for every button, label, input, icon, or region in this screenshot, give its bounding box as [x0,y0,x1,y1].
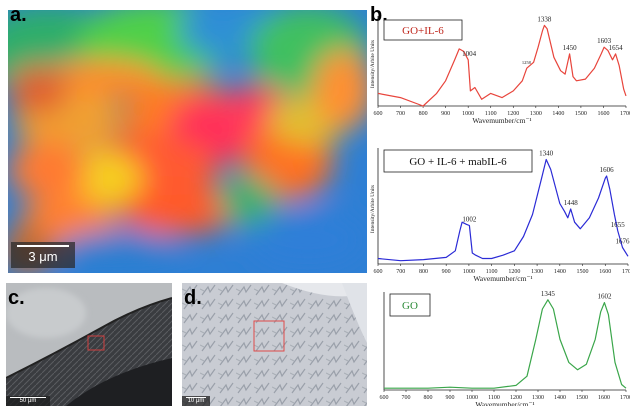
peak-label: 1654 [609,44,624,52]
optical-image-d [182,283,367,406]
x-tick-label: 1300 [532,395,544,401]
peak-label: 1338 [537,15,552,23]
chart-title-box [389,293,431,317]
x-tick-label: 600 [374,111,383,117]
x-tick-label: 1300 [530,111,542,117]
x-axis-label: Wavemumber/cm⁻¹ [473,274,532,282]
x-tick-label: 900 [446,395,455,401]
chart-title-box [383,19,463,41]
spectrum-go: 600 700 800 900 1000 1100 1200 1300 1400 1500 1600… [366,282,630,409]
optical-image-c-graphic [5,283,173,406]
panel-d-scalebar-line [186,397,206,398]
x-tick-label: 1600 [599,269,611,275]
x-tick-label: 800 [419,269,428,275]
x-tick-label: 1500 [576,395,588,401]
panel-c-scalebar: 50 μm [6,396,50,406]
peak-label: 1258 [522,60,532,65]
x-tick-label: 1100 [486,269,498,275]
panel-a-scalebar-line [17,245,69,247]
chart-title: GO [402,300,418,312]
panel-c-letter: c. [8,287,25,309]
peak-label: 1345 [541,290,556,298]
spectrum-go-il6-svg: 600 700 800 900 1000 1100 1200 1300 1400 1500 1600… [370,15,630,125]
x-tick-label: 1200 [508,269,520,275]
x-tick-label: 1100 [488,395,500,401]
x-tick-label: 1100 [485,111,497,117]
x-tick-label: 1700 [622,269,630,275]
spectrum-line [384,299,627,389]
spectrum-go-il6-mab: 600 700 800 900 1000 1100 1200 1300 1400 1500 1600… [366,140,630,283]
spectrum-go-svg: 600 700 800 900 1000 1100 1200 1300 1400 1500 1600… [380,290,630,409]
x-tick-label: 1500 [575,111,587,117]
peak-label: 1004 [462,50,477,58]
x-axis-label: Wavemumber/cm⁻¹ [472,116,531,125]
panel-a-letter: a. [10,4,27,26]
x-tick-label: 1400 [554,395,566,401]
x-tick-label: 800 [424,395,433,401]
panel-d-scalebar-label: 10 μm [187,398,205,404]
x-tick-label: 700 [396,269,405,275]
spectrum-go-il6: 600 700 800 900 1000 1100 1200 1300 1400 1500 1600… [366,0,630,140]
peak-label: 1340 [539,150,554,158]
raman-map-panel [8,10,367,273]
peak-label: 1602 [597,293,612,301]
x-tick-label: 1700 [620,395,630,401]
x-tick-label: 700 [396,111,405,117]
panel-d-letter: d. [184,287,202,309]
spectrum-go-il6-mab-svg: 600 700 800 900 1000 1100 1200 1300 1400 1500 1600… [370,148,630,283]
panel-d-scalebar: 10 μm [182,396,210,406]
panel-a-scalebar-label: 3 μm [28,249,58,264]
x-tick-label: 900 [441,111,450,117]
optical-image-d-graphic [182,283,367,406]
chart-title: GO + IL-6 + mabIL-6 [409,156,507,168]
peak-label: 1655 [611,221,626,229]
peak-label: 1002 [462,216,477,224]
x-tick-label: 1200 [510,395,522,401]
panel-b-letter: b. [370,4,388,26]
x-tick-label: 1600 [597,111,609,117]
x-tick-label: 1500 [577,269,589,275]
x-tick-label: 1300 [531,269,543,275]
peak-label: 1603 [597,37,612,45]
x-axis-label: Wavemumber/cm⁻¹ [475,400,534,406]
spectrum-line [377,24,627,107]
x-tick-label: 900 [442,269,451,275]
panel-c-scalebar-line [10,397,46,398]
x-tick-label: 1000 [463,269,475,275]
peak-label: 1606 [600,166,615,174]
peak-label: 1448 [564,199,579,207]
x-tick-label: 600 [374,269,383,275]
chart-title-box [383,149,533,173]
x-tick-label: 1700 [620,111,630,117]
x-tick-label: 600 [380,395,389,401]
y-axis-label: Intensity/Arbite Units [370,40,376,88]
x-tick-label: 1000 [466,395,478,401]
peak-label: 1676 [616,238,630,246]
x-tick-label: 800 [419,111,428,117]
x-tick-label: 1600 [598,395,610,401]
chart-title: GO+IL-6 [402,25,444,37]
optical-image-c [5,283,173,406]
x-tick-label: 1400 [554,269,566,275]
x-tick-label: 1400 [552,111,564,117]
panel-a-scalebar: 3 μm [11,242,75,268]
x-tick-label: 1000 [462,111,474,117]
panel-c-scalebar-label: 50 μm [19,398,37,404]
x-tick-label: 700 [402,395,411,401]
y-axis-label: Intensity/Arbite Units [370,185,376,233]
x-tick-label: 1200 [507,111,519,117]
spectrum-line [377,158,629,262]
raman-map-image [8,10,367,273]
peak-label: 1450 [563,44,578,52]
